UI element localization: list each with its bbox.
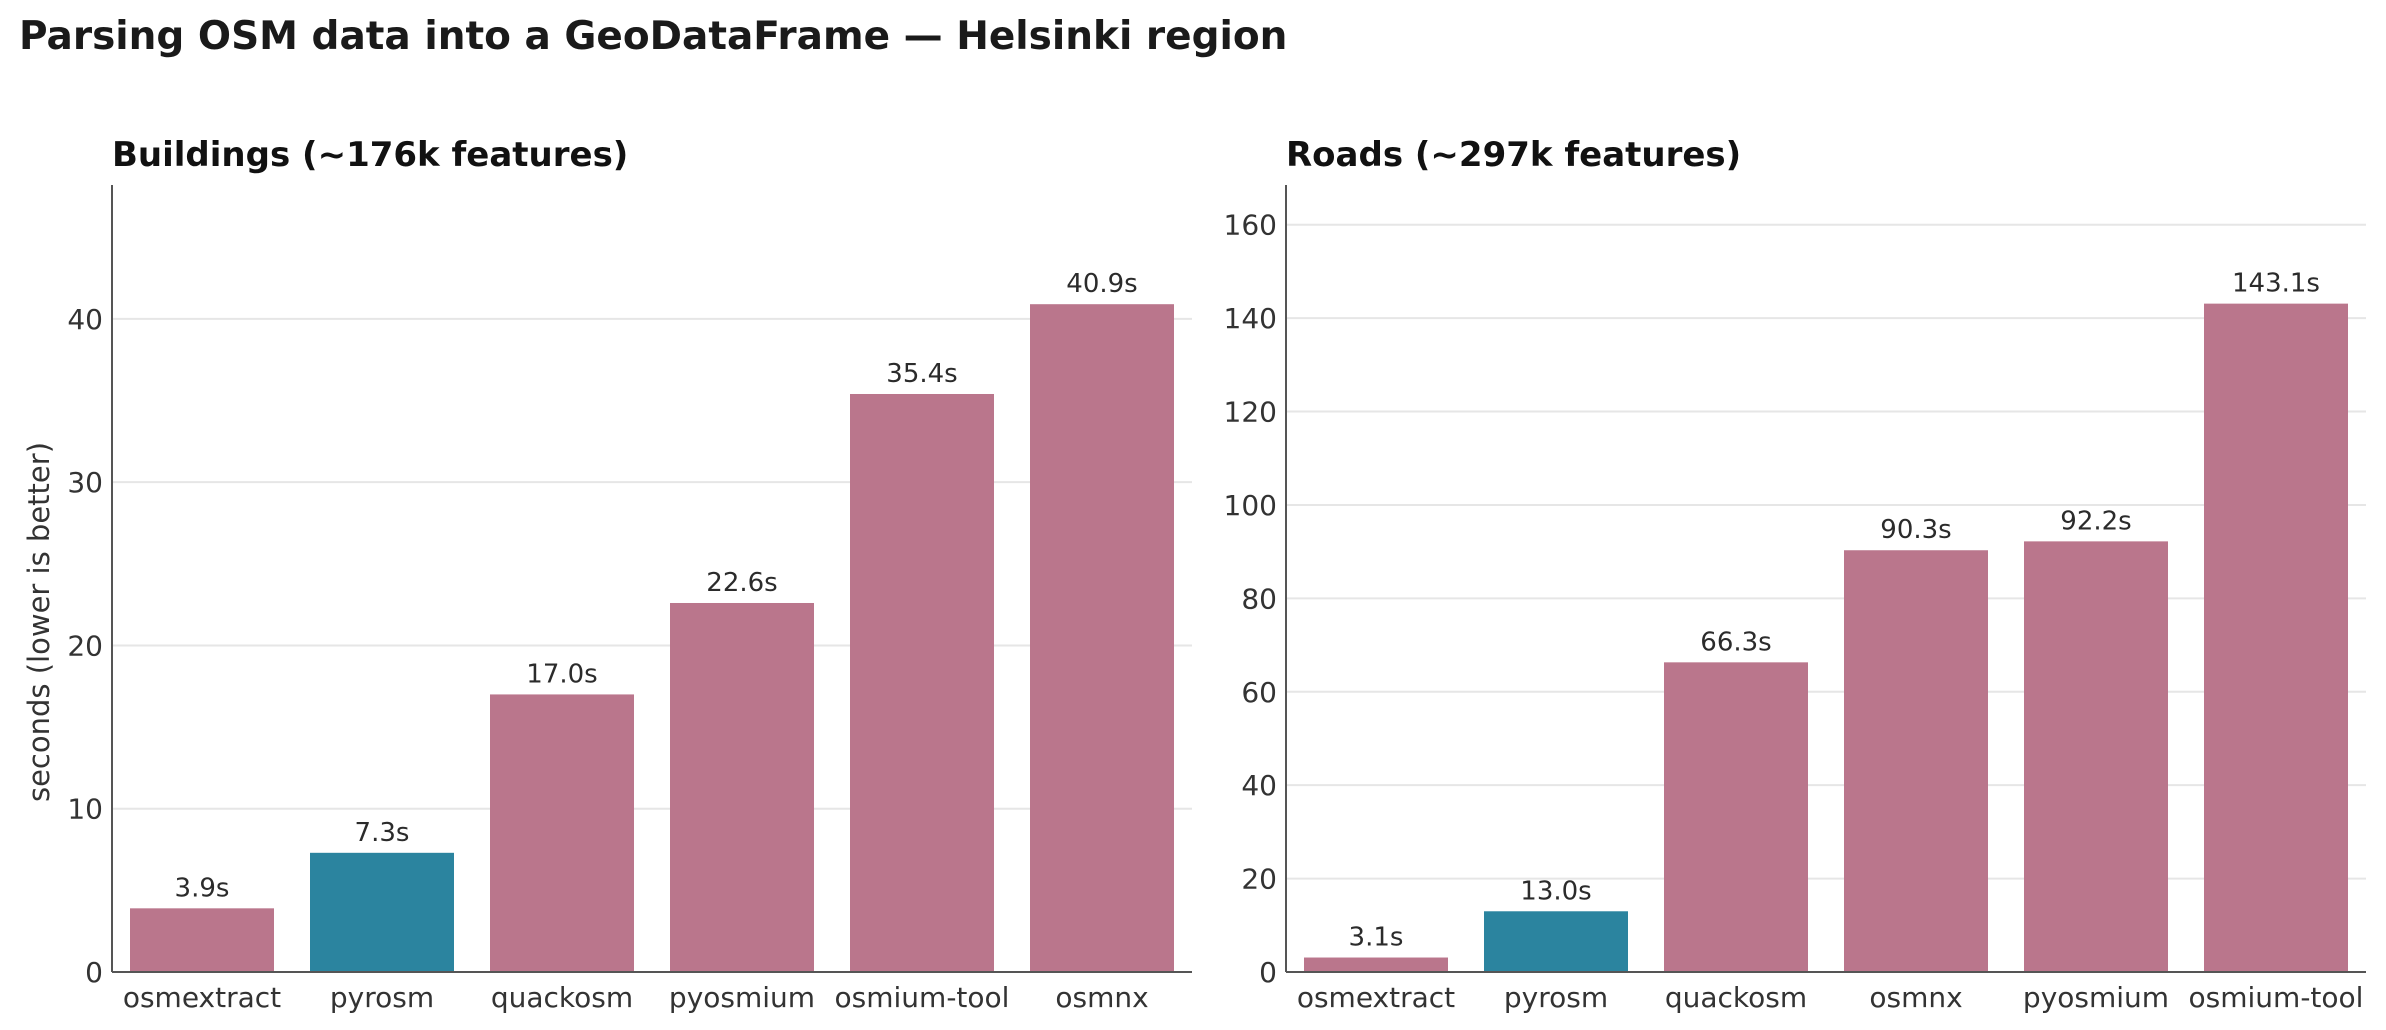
bar-value-label: 3.9s — [175, 873, 230, 903]
bar-osmextract — [1304, 957, 1448, 972]
y-tick-label: 20 — [1241, 863, 1277, 896]
figure-title: Parsing OSM data into a GeoDataFrame — H… — [19, 14, 1287, 59]
y-tick-label: 120 — [1224, 396, 1277, 429]
bar-osmextract — [130, 908, 274, 972]
bar-pyrosm — [1484, 911, 1628, 972]
bar-value-label: 3.1s — [1349, 923, 1404, 953]
bar-value-label: 92.2s — [2060, 506, 2131, 536]
bar-osmnx — [1030, 304, 1174, 972]
x-tick-label: osmium-tool — [835, 981, 1010, 1014]
bar-value-label: 17.0s — [526, 659, 597, 689]
y-tick-label: 0 — [1259, 956, 1277, 989]
bar-pyrosm — [310, 852, 454, 972]
x-tick-label: pyrosm — [1504, 981, 1608, 1014]
bar-value-label: 35.4s — [886, 359, 957, 389]
bar-value-label: 90.3s — [1880, 515, 1951, 545]
x-tick-label: osmnx — [1055, 981, 1148, 1014]
y-tick-label: 40 — [67, 303, 103, 336]
bar-osmium-tool — [2204, 303, 2348, 973]
y-tick-label: 80 — [1241, 582, 1277, 615]
bar-value-label: 7.3s — [355, 818, 410, 848]
x-tick-label: osmextract — [1297, 981, 1455, 1014]
chart-panel-roads: 0 20 40 60 80 100 120 140 160 3.1s osmextract 13.0s… — [1224, 185, 2366, 1014]
chart-title-roads: Roads (~297k features) — [1286, 135, 1741, 175]
chart-panel-buildings: 0 10 20 30 40 3.9s osmextract 7.3s pyrosm 17.0s qu… — [67, 185, 1192, 1014]
y-tick-label: 30 — [67, 466, 103, 499]
bar-value-label: 22.6s — [706, 568, 777, 598]
y-tick-label: 20 — [67, 629, 103, 662]
bar-quackosm — [490, 694, 634, 972]
y-tick-label: 160 — [1224, 209, 1277, 242]
y-tick-label: 140 — [1224, 302, 1277, 335]
bar-value-label: 66.3s — [1700, 627, 1771, 657]
bar-pyosmium — [2024, 541, 2168, 972]
chart-title-buildings: Buildings (~176k features) — [112, 135, 628, 175]
y-tick-label: 10 — [67, 793, 103, 826]
bar-quackosm — [1664, 662, 1808, 972]
y-tick-label: 0 — [85, 956, 103, 989]
y-tick-label: 100 — [1224, 489, 1277, 522]
x-tick-label: pyosmium — [669, 981, 815, 1014]
bar-value-label: 40.9s — [1066, 269, 1137, 299]
bar-value-label: 13.0s — [1520, 876, 1591, 906]
x-tick-label: quackosm — [1665, 981, 1807, 1014]
x-tick-label: quackosm — [491, 981, 633, 1014]
bar-value-label: 143.1s — [2232, 269, 2320, 299]
bar-pyosmium — [670, 602, 814, 972]
x-tick-label: osmium-tool — [2189, 981, 2364, 1014]
x-tick-label: pyrosm — [330, 981, 434, 1014]
y-axis-label: seconds (lower is better) — [22, 442, 56, 802]
x-tick-label: osmextract — [123, 981, 281, 1014]
y-tick-label: 60 — [1241, 676, 1277, 709]
bar-osmium-tool — [850, 393, 994, 972]
x-tick-label: pyosmium — [2023, 981, 2169, 1014]
x-tick-label: osmnx — [1869, 981, 1962, 1014]
y-tick-label: 40 — [1241, 769, 1277, 802]
bar-osmnx — [1844, 550, 1988, 972]
